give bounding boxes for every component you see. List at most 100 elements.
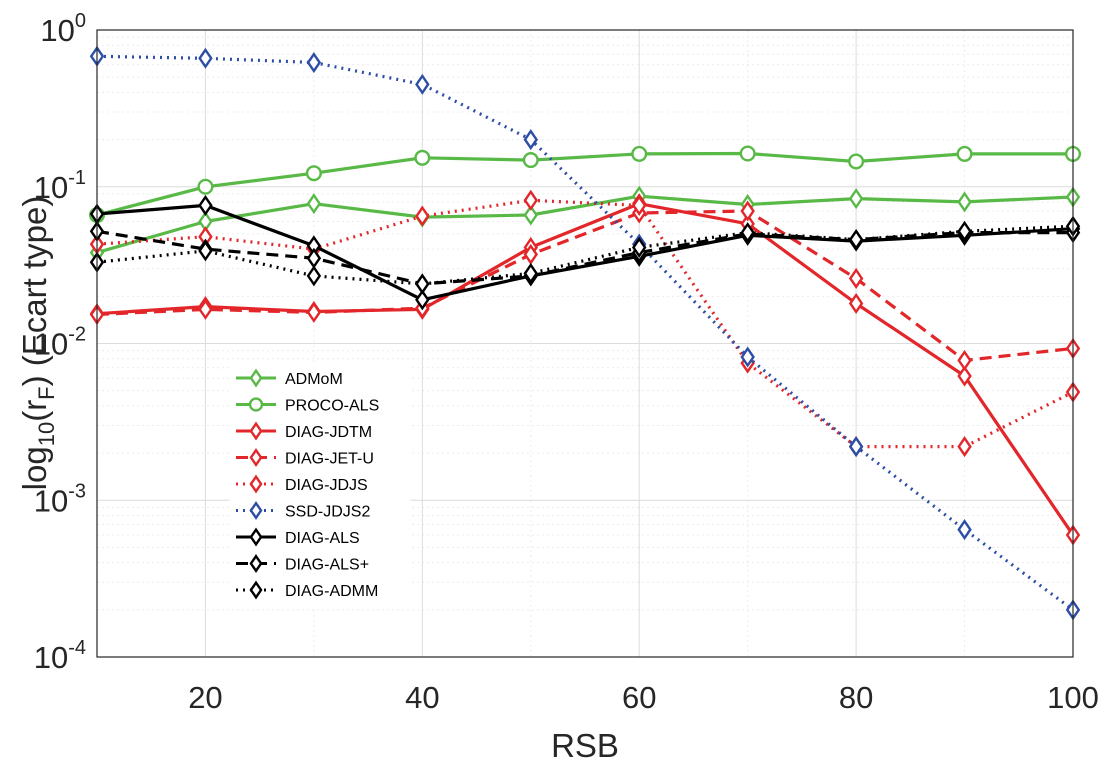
series-marker (306, 193, 322, 215)
x-tick-labels: 20 40 60 80 100 (188, 680, 1099, 715)
series-marker (198, 240, 213, 262)
x-tick-label: 100 (1047, 680, 1099, 715)
series-marker (198, 194, 213, 216)
series-marker (248, 397, 264, 412)
series-marker (632, 236, 647, 258)
series-marker (523, 262, 538, 284)
y-axis-label-part-2: 10 (34, 422, 59, 446)
series-marker (739, 145, 756, 162)
series-marker (198, 298, 213, 320)
series-marker (523, 129, 538, 151)
series-marker (848, 436, 864, 458)
series-marker (249, 368, 263, 388)
series-marker (306, 52, 322, 74)
series-marker (249, 554, 263, 573)
series-marker (306, 301, 322, 323)
series-line (96, 198, 1074, 449)
series-line (96, 194, 1074, 255)
y-tick-label: 10-2 (34, 324, 86, 362)
series-marker (415, 205, 430, 227)
y-axis-label: log10(rF) (Ecart type) (16, 196, 59, 491)
series-line (96, 202, 1075, 536)
series-marker (848, 292, 864, 315)
legend-label: DIAG-ALS (285, 530, 360, 547)
series-marker (249, 448, 263, 467)
series-marker (848, 188, 864, 210)
series-marker (957, 365, 972, 387)
series-marker (306, 265, 322, 287)
y-tick-label: 10-3 (34, 480, 86, 518)
legend: ADMoM PROCO-ALS DIAG-JDTM DIAG-JET-U DIAG-JD… (229, 362, 411, 609)
series-marker (957, 519, 972, 541)
series-marker (523, 204, 538, 226)
series-marker (249, 421, 263, 441)
legend-items: ADMoM PROCO-ALS DIAG-JDTM DIAG-JET-U DIAG-JD… (236, 368, 379, 600)
series-marker (249, 580, 263, 600)
plot-frame (96, 29, 1074, 658)
series-marker (198, 47, 213, 69)
series-marker (957, 191, 972, 213)
legend-item: DIAG-JDJS (236, 474, 368, 494)
series-marker (848, 229, 864, 251)
series-line (96, 229, 1073, 286)
series-marker (415, 289, 430, 311)
legend-label: DIAG-ALS+ (285, 557, 369, 574)
series-marker (957, 349, 972, 371)
y-tick-exponent: -4 (68, 637, 86, 659)
x-tick-label: 40 (405, 680, 439, 715)
legend-item: DIAG-JET-U (236, 448, 374, 468)
legend-item: ADMoM (236, 368, 343, 388)
legend-item: DIAG-ADMM (236, 580, 378, 600)
series-marker (249, 501, 263, 520)
x-tick-label: 20 (188, 680, 222, 715)
series-layer (88, 45, 1081, 621)
series-marker (415, 273, 430, 295)
legend-label: DIAG-ADMM (285, 583, 378, 600)
y-tick-base: 10 (34, 640, 68, 675)
legend-label: DIAG-JDJS (285, 477, 368, 494)
series-marker (957, 436, 972, 458)
y-axis-label-part-1: log (16, 446, 53, 490)
series-marker (523, 189, 538, 211)
y-tick-base: 10 (34, 327, 68, 362)
x-tick-label: 80 (839, 680, 873, 715)
legend-label: PROCO-ALS (285, 398, 379, 415)
series-line (96, 209, 1074, 362)
series-marker (522, 152, 539, 169)
series-marker (415, 73, 430, 95)
y-tick-label: 10-4 (34, 637, 86, 675)
series-marker (305, 165, 322, 182)
series-marker (848, 153, 865, 170)
legend-item: DIAG-JDTM (236, 421, 372, 441)
y-tick-label: 100 (40, 10, 86, 48)
series-marker (249, 527, 263, 547)
y-axis-label-part-3: (r (16, 400, 53, 422)
y-axis-label-part-5: ) (Ecart type) (16, 196, 53, 387)
series-marker (956, 145, 973, 162)
series-marker (414, 149, 431, 166)
legend-label: ADMoM (285, 371, 343, 388)
y-axis-label-part-4: F (34, 386, 59, 399)
y-tick-exponent: -2 (68, 324, 86, 346)
series-line (96, 203, 1074, 302)
series-marker (740, 346, 755, 368)
series-marker (740, 222, 755, 244)
legend-item: PROCO-ALS (236, 397, 379, 415)
series-line (96, 54, 1074, 612)
y-tick-base: 10 (34, 170, 68, 205)
series-line (96, 151, 1073, 217)
legend-item: SSD-JDJS2 (236, 501, 370, 521)
series-marker (957, 220, 972, 242)
series-marker (632, 194, 647, 216)
series-marker (631, 145, 648, 162)
legend-item: DIAG-ALS (236, 527, 360, 547)
legend-label: SSD-JDJS2 (285, 504, 370, 521)
legend-label: DIAG-JDTM (285, 424, 372, 441)
y-tick-base: 10 (40, 13, 74, 48)
series-marker (740, 200, 755, 222)
y-tick-base: 10 (34, 483, 68, 518)
series-marker (848, 267, 864, 289)
series-marker (197, 178, 214, 195)
